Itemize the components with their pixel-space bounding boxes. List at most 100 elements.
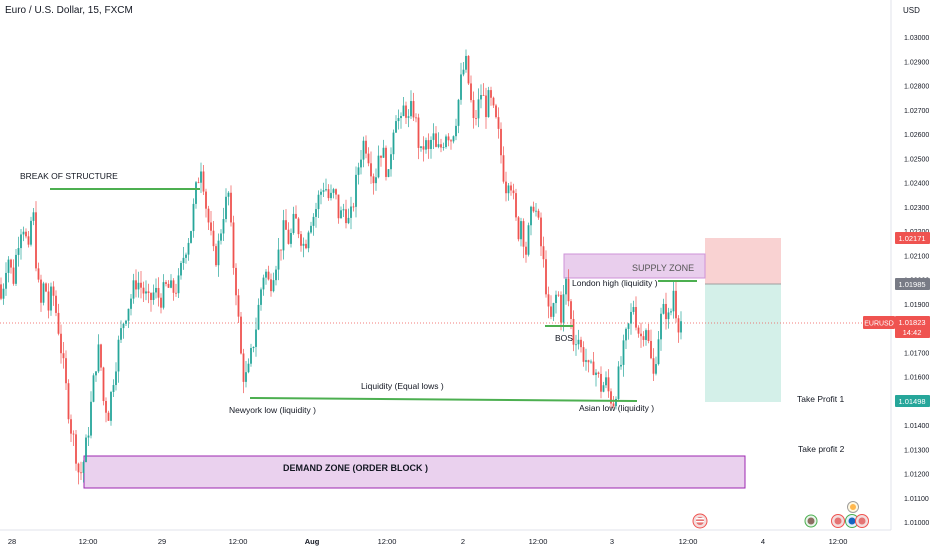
candle (567, 269, 570, 307)
candle (7, 256, 10, 283)
candle (130, 294, 132, 316)
candle (630, 303, 632, 335)
candle (452, 135, 455, 144)
eu-flag-icon[interactable] (845, 514, 859, 528)
price-tick-label: 1.02500 (904, 156, 929, 163)
candle (305, 239, 307, 250)
candle (147, 283, 150, 304)
candle (122, 322, 125, 339)
candle (620, 356, 622, 370)
asian-low-label: Asian low (liquidity ) (579, 403, 654, 413)
candle (187, 238, 190, 261)
candle (107, 410, 110, 421)
candle (330, 184, 332, 201)
candle (255, 317, 257, 357)
event-flag-icon[interactable] (847, 501, 859, 513)
candle (47, 283, 50, 319)
candle (602, 381, 605, 393)
candle (250, 343, 252, 367)
candle (445, 134, 447, 149)
candle (132, 273, 135, 304)
candle (0, 277, 2, 301)
candle (392, 129, 395, 160)
candle (10, 258, 12, 274)
candle (425, 137, 427, 154)
candle (87, 426, 90, 447)
candle (662, 298, 665, 315)
candle (247, 358, 250, 374)
candle (55, 290, 57, 317)
candles[interactable] (0, 49, 682, 485)
equal-lows-line[interactable] (249, 397, 638, 402)
candle (65, 350, 67, 390)
candle (467, 55, 470, 85)
candle (405, 101, 407, 124)
candle (347, 208, 350, 225)
candle (245, 360, 247, 388)
candle (670, 308, 672, 316)
candle (437, 132, 440, 149)
candle (410, 90, 412, 120)
candle (545, 250, 547, 298)
candle (525, 241, 527, 263)
event-flag-icon[interactable] (804, 514, 818, 528)
candle (600, 366, 602, 399)
candle (335, 188, 337, 200)
candle (215, 243, 217, 267)
candle (520, 217, 522, 247)
candle (407, 109, 410, 128)
candle (80, 461, 82, 481)
time-tick-label: 12:00 (829, 537, 848, 546)
candle (207, 205, 210, 231)
supply-zone[interactable] (563, 253, 706, 279)
candle (15, 248, 17, 286)
candle (230, 185, 232, 227)
candle (325, 178, 327, 192)
candle (487, 86, 490, 118)
entry-price-badge: 1.01985 (895, 278, 930, 290)
candle (417, 113, 420, 160)
candle (652, 348, 655, 381)
candle (30, 216, 32, 247)
candle (385, 145, 387, 181)
candle (655, 356, 657, 376)
candle (290, 228, 292, 248)
candle (645, 328, 647, 346)
time-tick-label: 12:00 (79, 537, 98, 546)
price-tick-label: 1.02100 (904, 253, 929, 260)
candle (550, 295, 552, 320)
us-flag-icon[interactable] (692, 513, 708, 529)
london-high-label: London high (liquidity ) (572, 278, 658, 288)
candle (172, 278, 175, 301)
us-flag-icon[interactable] (855, 514, 869, 528)
us-flag-icon[interactable] (831, 514, 845, 528)
time-axis[interactable]: 28 12:00 29 12:00 Aug 12:00 2 12:00 3 12:00 4 12:00 (8, 537, 848, 546)
stop-loss-zone[interactable] (705, 238, 781, 284)
candle (527, 222, 530, 257)
candle (75, 430, 77, 471)
target-price-badge: 1.01498 (895, 395, 930, 407)
candle (200, 162, 202, 194)
candle (167, 280, 170, 289)
current-price-badge: 1.01823 14:42 (895, 316, 930, 338)
candle (60, 324, 62, 364)
candle (500, 122, 502, 164)
candle (105, 397, 107, 423)
candle (450, 139, 452, 150)
candle (292, 206, 295, 235)
take-profit-zone[interactable] (705, 284, 781, 402)
candle (142, 281, 145, 302)
chart-title: Euro / U.S. Dollar, 15, FXCM (5, 5, 133, 16)
candle (560, 291, 562, 331)
candle (120, 320, 122, 344)
candle (192, 198, 195, 238)
candle (85, 434, 87, 463)
candle (175, 283, 177, 297)
candle (667, 307, 670, 329)
candle (242, 348, 245, 394)
candle (137, 271, 140, 298)
candle (302, 237, 305, 258)
candle (505, 171, 507, 202)
candle (420, 146, 422, 152)
